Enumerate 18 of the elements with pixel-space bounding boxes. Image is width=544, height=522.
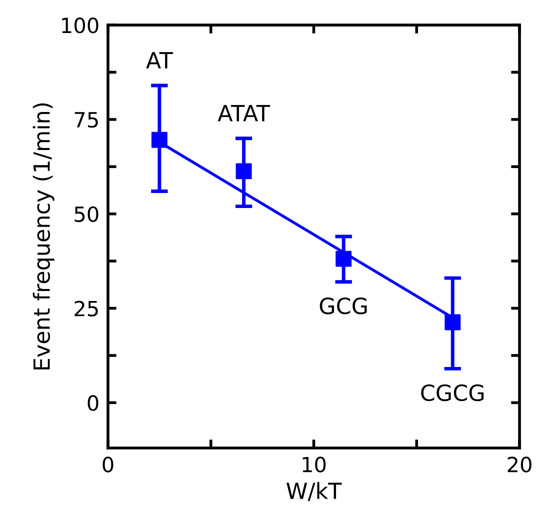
x-axis-title: W/kT: [286, 482, 342, 501]
annotation: ATAT: [218, 105, 270, 122]
y-tick-label: 50: [74, 206, 98, 222]
x-tick-label: 20: [508, 456, 532, 472]
annotation: GCG: [320, 298, 367, 314]
y-tick-label: 0: [88, 395, 98, 411]
y-axis-title: Event frequency (1/min): [32, 103, 54, 370]
annotation: AT: [146, 52, 174, 68]
point: [336, 250, 352, 267]
annotation: CGCG: [421, 384, 484, 402]
point: [151, 132, 168, 148]
x-tick-label: 0: [102, 456, 114, 472]
y-tick-label: 100: [62, 18, 98, 34]
y-tick-label: 25: [74, 300, 98, 316]
point: [444, 314, 461, 330]
y-tick-label: 75: [74, 112, 98, 128]
x-tick-label: 10: [302, 456, 326, 472]
point: [236, 163, 252, 180]
